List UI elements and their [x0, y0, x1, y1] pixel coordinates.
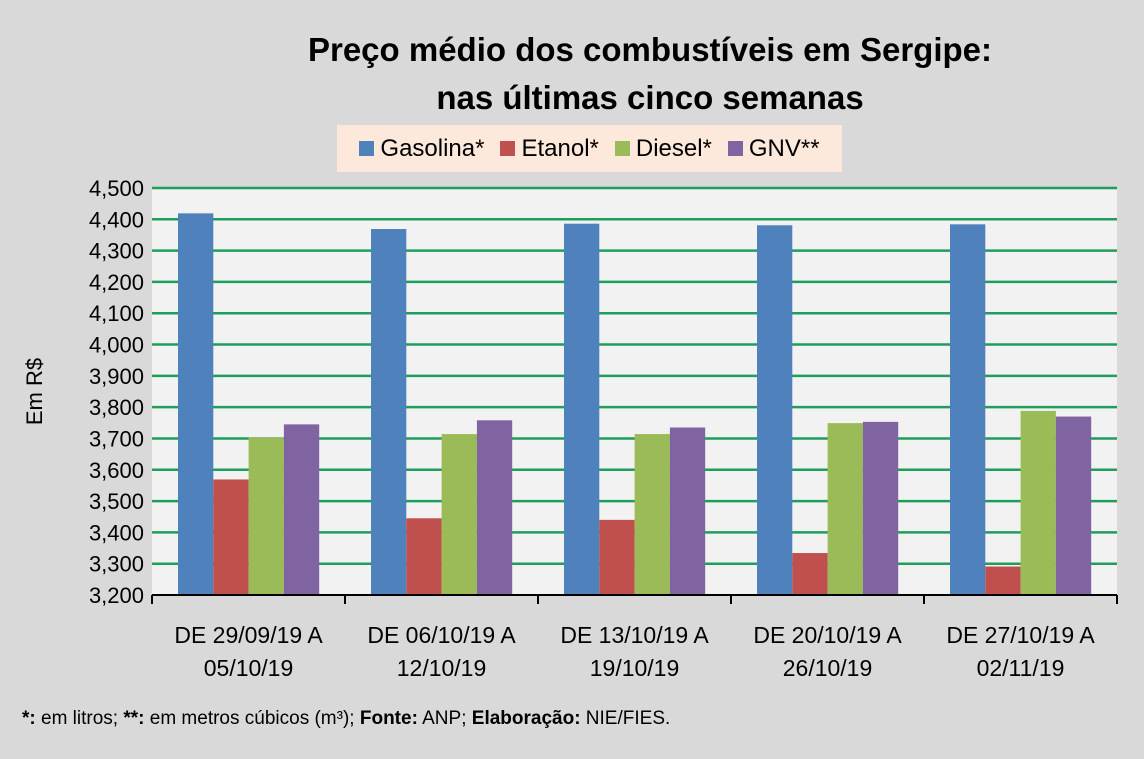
bar-gasolina — [757, 225, 793, 595]
x-tick-label: 26/10/19 — [783, 655, 873, 681]
bar-diesel — [1020, 410, 1056, 595]
y-tick-label: 3,800 — [89, 395, 144, 420]
y-tick-label: 4,500 — [89, 176, 144, 201]
legend-swatch — [727, 141, 743, 156]
bar-gnv — [1055, 416, 1092, 595]
legend-item-diesel: Diesel* — [614, 134, 712, 163]
y-tick-label: 4,400 — [89, 207, 144, 232]
chart-title-line2: nas últimas cinco semanas — [436, 79, 864, 116]
y-axis-label: Em R$ — [22, 358, 47, 425]
bar-gasolina — [950, 224, 986, 595]
bar-diesel — [248, 437, 284, 595]
bar-gnv — [669, 427, 706, 595]
legend: Gasolina* Etanol* Diesel* GNV** — [337, 125, 842, 172]
x-tick-label: 05/10/19 — [204, 655, 294, 681]
footer-text: NIE/FIES. — [580, 708, 671, 729]
bar-gnv — [283, 424, 320, 595]
footer-text: ANP; — [417, 708, 472, 729]
legend-swatch — [359, 141, 375, 156]
bar-diesel — [827, 423, 863, 595]
bar-gnv — [476, 420, 513, 595]
y-tick-label: 3,500 — [89, 489, 144, 514]
x-tick-label: 12/10/19 — [397, 655, 487, 681]
bar-gasolina — [564, 223, 600, 595]
bar-etanol — [792, 553, 828, 595]
footer-bold: **: — [123, 708, 145, 729]
footer-bold: *: — [22, 708, 36, 729]
y-tick-label: 3,200 — [89, 583, 144, 608]
bar-etanol — [599, 519, 635, 595]
x-tick-label: DE 27/10/19 A — [946, 622, 1095, 648]
bar-diesel — [441, 434, 477, 595]
x-tick-label: DE 13/10/19 A — [560, 622, 709, 648]
legend-swatch — [500, 141, 516, 156]
legend-swatch — [614, 141, 630, 156]
y-tick-label: 3,400 — [89, 520, 144, 545]
legend-label: Diesel* — [635, 134, 712, 162]
x-tick-label: 19/10/19 — [590, 655, 680, 681]
bar-etanol — [406, 518, 442, 595]
footer-note: *: em litros; **: em metros cúbicos (m³)… — [22, 708, 670, 730]
bar-etanol — [985, 566, 1021, 595]
y-tick-label: 3,700 — [89, 426, 144, 451]
y-tick-label: 3,600 — [89, 458, 144, 483]
x-tick-label: DE 29/09/19 A — [174, 622, 323, 648]
legend-item-etanol: Etanol* — [500, 134, 599, 163]
y-tick-label: 4,000 — [89, 333, 144, 358]
footer-text: em metros cúbicos (m³); — [144, 708, 360, 729]
bar-gasolina — [371, 229, 407, 596]
y-tick-label: 3,900 — [89, 364, 144, 389]
y-tick-label: 4,100 — [89, 301, 144, 326]
legend-label: GNV** — [748, 134, 820, 162]
x-tick-label: DE 20/10/19 A — [753, 622, 902, 648]
legend-label: Gasolina* — [380, 134, 485, 162]
y-tick-label: 3,300 — [89, 552, 144, 577]
bar-diesel — [634, 434, 670, 595]
footer-bold: Elaboração: — [471, 708, 581, 729]
legend-label: Etanol* — [521, 134, 599, 162]
footer-text: em litros; — [35, 708, 124, 729]
bar-etanol — [213, 479, 249, 595]
x-tick-label: DE 06/10/19 A — [367, 622, 516, 648]
y-tick-label: 4,200 — [89, 270, 144, 295]
y-tick-label: 4,300 — [89, 239, 144, 264]
legend-item-gasolina: Gasolina* — [359, 135, 484, 163]
x-tick-label: 02/11/19 — [977, 655, 1065, 681]
chart-title-line1: Preço médio dos combustíveis em Sergipe: — [307, 31, 993, 68]
bar-gasolina — [178, 213, 214, 595]
bar-gnv — [862, 421, 899, 595]
footer-bold: Fonte: — [359, 708, 418, 729]
chart-title: Preço médio dos combustíveis em Sergipe:… — [150, 26, 1144, 122]
legend-item-gnv: GNV** — [727, 134, 820, 163]
